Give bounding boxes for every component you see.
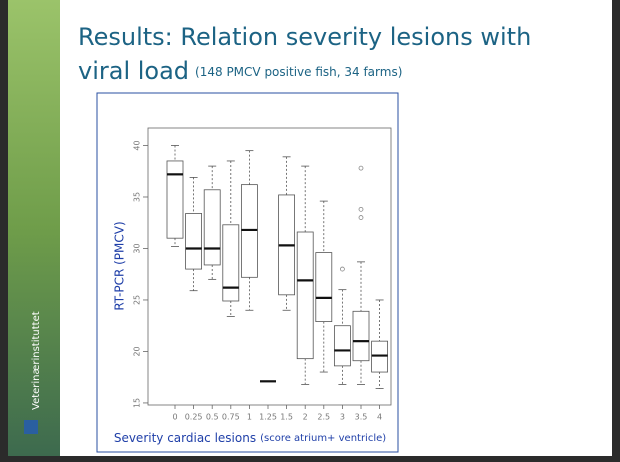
box xyxy=(315,252,333,322)
title-part: viral load xyxy=(78,57,189,85)
title-line-2: viral load (148 PMCV positive fish, 34 fa… xyxy=(78,57,402,85)
y-axis-label: RT-PCR (PMCV) xyxy=(113,221,127,310)
y-tick-label: 25 xyxy=(133,295,142,305)
box xyxy=(203,189,221,266)
x-axis-label: Severity cardiac lesions (score atrium+ v… xyxy=(114,431,386,445)
x-tick-label: 2 xyxy=(303,413,308,422)
plot-box xyxy=(147,127,392,406)
x-tick-label: 4 xyxy=(377,413,382,422)
x-tick-label: 1.25 xyxy=(259,413,277,422)
box xyxy=(185,213,203,270)
x-tick-label: 3 xyxy=(340,413,345,422)
x-label-main: Severity cardiac lesions xyxy=(114,431,256,445)
subtitle: (148 PMCV positive fish, 34 farms) xyxy=(195,65,402,79)
sidebar xyxy=(8,0,60,456)
title-line: Results: Relation severity lesions with xyxy=(78,23,531,51)
outlier xyxy=(358,215,364,220)
x-tick-label: 1.5 xyxy=(280,413,293,422)
chart-frame xyxy=(96,92,399,453)
box xyxy=(352,310,370,362)
x-tick-label: 2.5 xyxy=(317,413,330,422)
y-tick-label: 40 xyxy=(133,140,142,150)
x-tick-label: 0.75 xyxy=(222,413,240,422)
sidebar-text: Veterinærinstituttet xyxy=(31,311,42,410)
box xyxy=(222,224,240,302)
x-tick-label: 3.5 xyxy=(355,413,368,422)
y-tick-label: 35 xyxy=(133,192,142,202)
box xyxy=(333,325,351,367)
outlier xyxy=(358,165,364,171)
x-tick-label: 0.5 xyxy=(206,413,219,422)
logo xyxy=(24,420,38,434)
y-tick-label: 15 xyxy=(133,398,142,408)
x-tick-label: 0.25 xyxy=(185,413,203,422)
outlier xyxy=(339,266,345,272)
box xyxy=(296,231,314,360)
outlier xyxy=(358,206,364,212)
y-tick-label: 20 xyxy=(133,346,142,356)
x-label-note: (score atrium+ ventricle) xyxy=(260,433,386,444)
x-tick-label: 1 xyxy=(247,413,252,422)
x-tick-label: 0 xyxy=(172,413,177,422)
y-tick-label: 30 xyxy=(133,243,142,253)
box xyxy=(166,160,184,239)
